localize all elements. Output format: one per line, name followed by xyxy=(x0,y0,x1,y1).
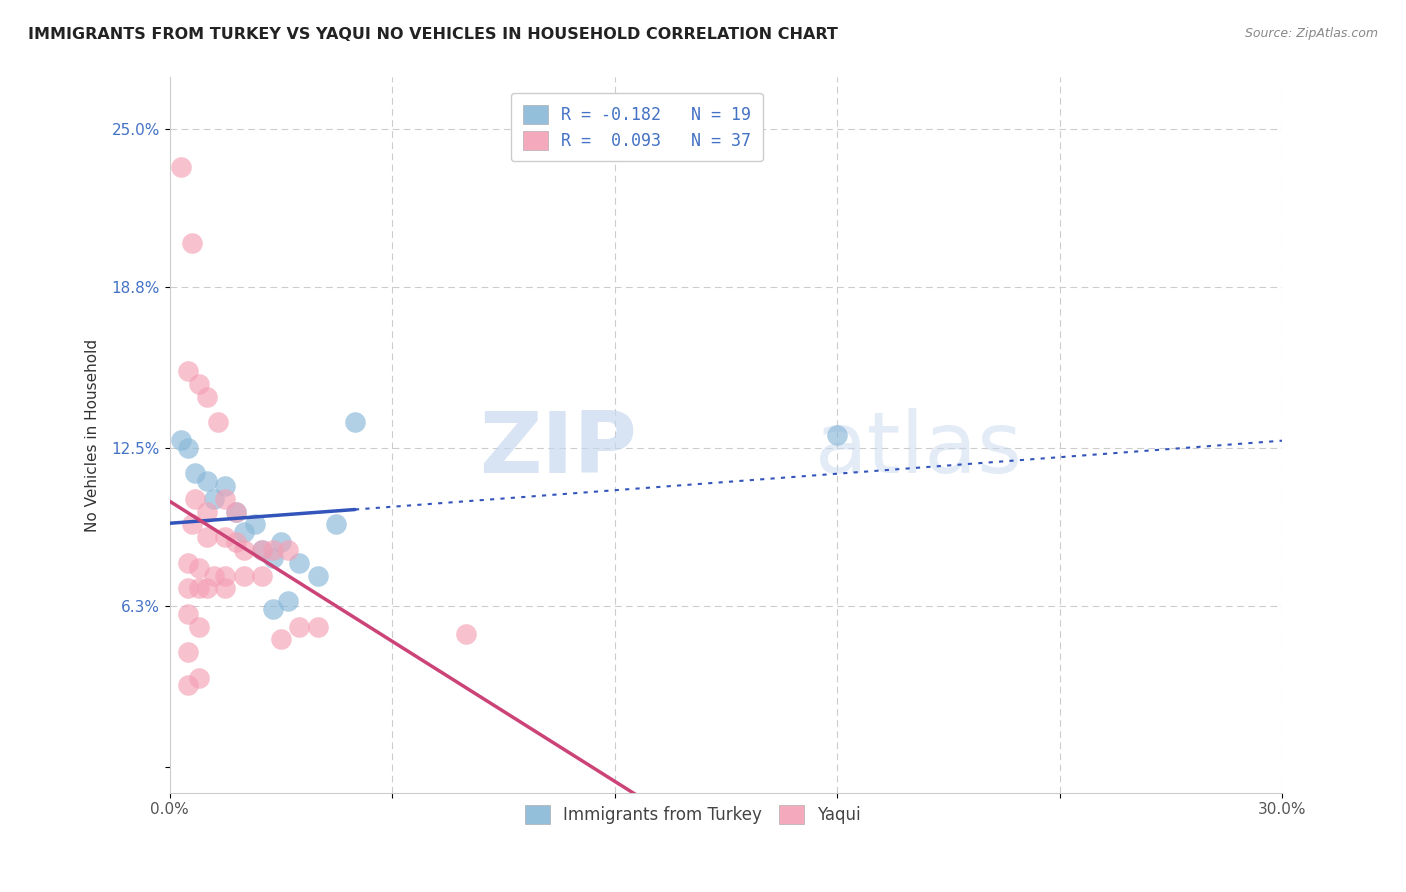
Point xyxy=(188,582,211,596)
Point xyxy=(207,415,229,429)
Point xyxy=(214,479,236,493)
Point xyxy=(195,530,218,544)
Point xyxy=(180,517,202,532)
Point xyxy=(169,433,191,447)
Point xyxy=(243,517,266,532)
Point xyxy=(288,619,311,633)
Point xyxy=(232,543,254,558)
Text: IMMIGRANTS FROM TURKEY VS YAQUI NO VEHICLES IN HOUSEHOLD CORRELATION CHART: IMMIGRANTS FROM TURKEY VS YAQUI NO VEHIC… xyxy=(28,27,838,42)
Point xyxy=(214,582,236,596)
Point xyxy=(188,671,211,685)
Point xyxy=(177,556,200,570)
Point xyxy=(177,582,200,596)
Point xyxy=(177,364,200,378)
Point xyxy=(252,568,274,582)
Point xyxy=(188,376,211,391)
Text: atlas: atlas xyxy=(815,408,1024,491)
Point xyxy=(225,505,247,519)
Point xyxy=(252,543,274,558)
Point xyxy=(214,530,236,544)
Point xyxy=(277,594,299,608)
Point xyxy=(177,645,200,659)
Point xyxy=(195,505,218,519)
Point xyxy=(177,441,200,455)
Point xyxy=(214,568,236,582)
Point xyxy=(202,568,225,582)
Point xyxy=(195,474,218,488)
Point xyxy=(195,582,218,596)
Point xyxy=(214,491,236,506)
Point xyxy=(188,561,211,575)
Point xyxy=(180,236,202,251)
Point xyxy=(184,491,207,506)
Point xyxy=(288,556,311,570)
Point xyxy=(262,543,284,558)
Point xyxy=(262,550,284,565)
Legend: Immigrants from Turkey, Yaqui: Immigrants from Turkey, Yaqui xyxy=(515,795,870,834)
Point xyxy=(270,632,292,647)
Point xyxy=(195,390,218,404)
Point xyxy=(456,627,478,641)
Point xyxy=(177,607,200,621)
Point xyxy=(225,535,247,549)
Point xyxy=(202,491,225,506)
Point xyxy=(307,568,329,582)
Point xyxy=(325,517,347,532)
Point xyxy=(252,543,274,558)
Point xyxy=(825,428,848,442)
Point xyxy=(307,619,329,633)
Point xyxy=(270,535,292,549)
Point xyxy=(232,525,254,540)
Point xyxy=(188,619,211,633)
Point xyxy=(177,678,200,692)
Point xyxy=(184,467,207,481)
Text: Source: ZipAtlas.com: Source: ZipAtlas.com xyxy=(1244,27,1378,40)
Point xyxy=(343,415,366,429)
Point xyxy=(232,568,254,582)
Text: ZIP: ZIP xyxy=(479,408,637,491)
Point xyxy=(277,543,299,558)
Point xyxy=(169,160,191,174)
Y-axis label: No Vehicles in Household: No Vehicles in Household xyxy=(86,338,100,532)
Point xyxy=(225,505,247,519)
Point xyxy=(262,601,284,615)
